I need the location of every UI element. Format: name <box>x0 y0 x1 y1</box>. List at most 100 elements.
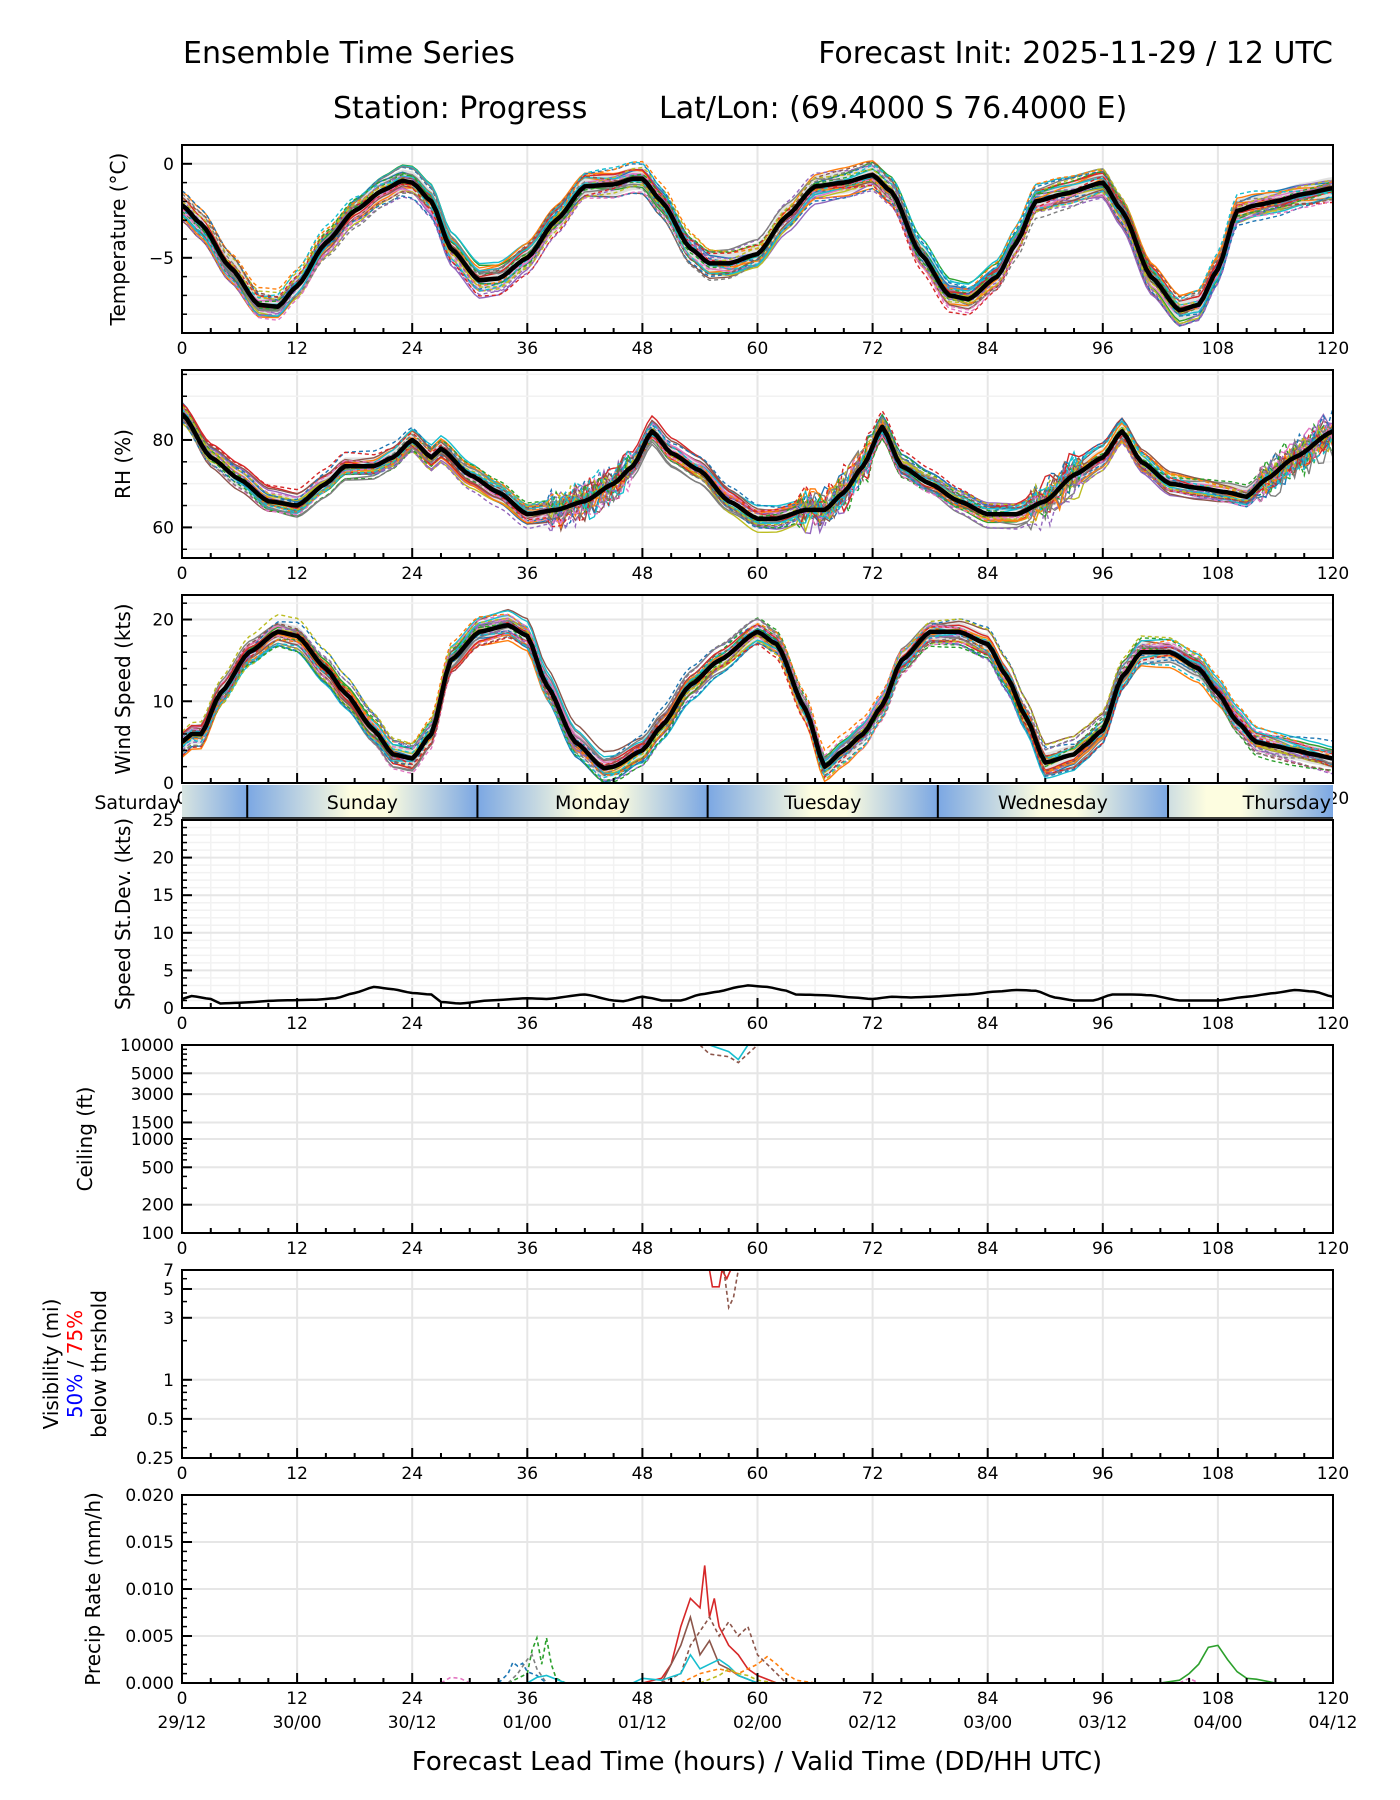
panel-wind-speed: 0122436486072849610812001020Wind Speed (… <box>111 594 1349 809</box>
y-tick-label: 5 <box>163 1280 174 1300</box>
member-line <box>723 1270 740 1311</box>
x-axis-label: Forecast Lead Time (hours) / Valid Time … <box>412 1747 1102 1777</box>
x-tick-label: 120 <box>1317 339 1349 359</box>
x-tick-label: 0 <box>177 1239 188 1259</box>
x-tick-label: 96 <box>1092 1464 1114 1484</box>
x-tick-label: 60 <box>747 339 769 359</box>
x-tick-label: 96 <box>1092 564 1114 584</box>
panel-precip: 0 12 24 36 48 60 72 84 96 108 120 29/12 30/00 30/12 01… <box>81 1486 1358 1733</box>
ensemble-member-line <box>182 408 1333 535</box>
x-tick-label: 120 <box>1317 1014 1349 1034</box>
x-tick-label: 108 <box>1202 1014 1234 1034</box>
ensemble-member-line <box>182 408 1333 525</box>
x-tick-label: 72 <box>862 1464 884 1484</box>
member-line <box>660 1614 758 1683</box>
panel-speed-stdev: 0 12 24 36 48 60 72 84 96 108 120 0 5 10 15 20 25 Speed S… <box>111 811 1349 1034</box>
y-tick-label: 0.020 <box>125 1486 174 1506</box>
plot-area <box>182 608 1333 783</box>
y-tick-label: 0.25 <box>136 1449 174 1469</box>
ensemble-member-line <box>182 409 1333 523</box>
plot-area <box>182 984 1333 1005</box>
member-line <box>632 1653 758 1683</box>
x-tick-label: 60 <box>747 1014 769 1034</box>
member-line <box>708 1270 732 1288</box>
y-tick-label: 10000 <box>120 1036 174 1056</box>
y-tick-label: 60 <box>152 518 174 538</box>
valid-time-label: 01/12 <box>618 1713 667 1733</box>
valid-time-label: 01/00 <box>503 1713 552 1733</box>
x-tick-label: 12 <box>286 564 308 584</box>
x-tick-label: 12 <box>286 1689 308 1709</box>
ensemble-member-line <box>182 168 1333 315</box>
ensemble-member-line <box>182 160 1333 313</box>
day-segment <box>182 785 248 818</box>
y-axis-label-thresholds: 50% / 75% <box>63 1310 87 1418</box>
valid-time-label: 03/00 <box>963 1713 1012 1733</box>
x-tick-label: 48 <box>632 1014 654 1034</box>
ensemble-member-line <box>182 161 1333 306</box>
x-tick-label: 120 <box>1317 1689 1349 1709</box>
y-tick-label: 3 <box>163 1309 174 1329</box>
x-tick-label: 0 <box>177 1014 188 1034</box>
valid-time-label: 30/00 <box>273 1713 322 1733</box>
x-tick-label: 60 <box>747 1239 769 1259</box>
ensemble-member-line <box>182 417 1333 529</box>
x-tick-label: 24 <box>401 1464 423 1484</box>
ensemble-member-line <box>182 405 1333 521</box>
y-tick-label: 15 <box>152 886 174 906</box>
ensemble-member-line <box>182 614 1333 780</box>
x-tick-label: 96 <box>1092 1239 1114 1259</box>
x-tick-label: 0 <box>177 1689 188 1709</box>
y-tick-label: 5000 <box>131 1064 174 1084</box>
y-tick-label: 20 <box>152 849 174 869</box>
day-label-saturday: Saturday <box>94 792 180 814</box>
plot-area <box>182 160 1333 327</box>
y-tick-label: −5 <box>149 249 174 269</box>
x-tick-label: 48 <box>632 339 654 359</box>
y-tick-label: 500 <box>142 1158 174 1178</box>
x-tick-label: 84 <box>977 1014 999 1034</box>
day-label-wednesday: Wednesday <box>998 792 1108 814</box>
valid-time-label: 04/00 <box>1193 1713 1242 1733</box>
x-tick-label: 120 <box>1317 1464 1349 1484</box>
x-tick-label: 120 <box>1317 564 1349 584</box>
y-tick-label: 20 <box>152 611 174 631</box>
ensemble-member-line <box>182 179 1333 325</box>
x-tick-label: 36 <box>516 339 538 359</box>
x-tick-label: 108 <box>1202 1239 1234 1259</box>
day-segment <box>247 785 478 818</box>
x-tick-label: 0 <box>177 564 188 584</box>
y-tick-label: 1 <box>163 1371 174 1391</box>
label-separator: / <box>63 1354 87 1373</box>
valid-time-label: 03/12 <box>1078 1713 1127 1733</box>
ensemble-member-line <box>182 617 1333 782</box>
x-tick-label: 36 <box>516 564 538 584</box>
ensemble-mean-line <box>182 622 1333 771</box>
ensemble-member-line <box>182 614 1333 771</box>
day-label-thursday: Thursday <box>1242 792 1331 814</box>
x-tick-label: 84 <box>977 1239 999 1259</box>
x-tick-label: 72 <box>862 1239 884 1259</box>
plot-area <box>708 1270 740 1311</box>
x-tick-label: 96 <box>1092 339 1114 359</box>
x-tick-label: 12 <box>286 1014 308 1034</box>
y-tick-label: 0.000 <box>125 1674 174 1694</box>
y-tick-label: 1500 <box>131 1113 174 1133</box>
x-tick-label: 60 <box>747 564 769 584</box>
y-tick-label: 80 <box>152 431 174 451</box>
day-label-sunday: Sunday <box>327 792 398 814</box>
valid-time-label: 04/12 <box>1309 1713 1358 1733</box>
x-tick-label: 36 <box>516 1689 538 1709</box>
y-tick-label: 7 <box>163 1261 174 1281</box>
panel-visibility: 0 12 24 36 48 60 72 84 96 108 120 0.25 0.5 1 3 57 Visibi… <box>39 1261 1349 1484</box>
x-tick-label: 48 <box>632 1239 654 1259</box>
day-label-tuesday: Tuesday <box>783 792 861 814</box>
member-line <box>507 1634 567 1683</box>
x-tick-label: 84 <box>977 339 999 359</box>
member-line <box>680 1655 816 1683</box>
day-label-monday: Monday <box>555 792 630 814</box>
x-tick-label: 12 <box>286 1239 308 1259</box>
x-tick-label: 0 <box>177 339 188 359</box>
day-segment <box>1168 785 1333 818</box>
member-line <box>497 1661 547 1683</box>
